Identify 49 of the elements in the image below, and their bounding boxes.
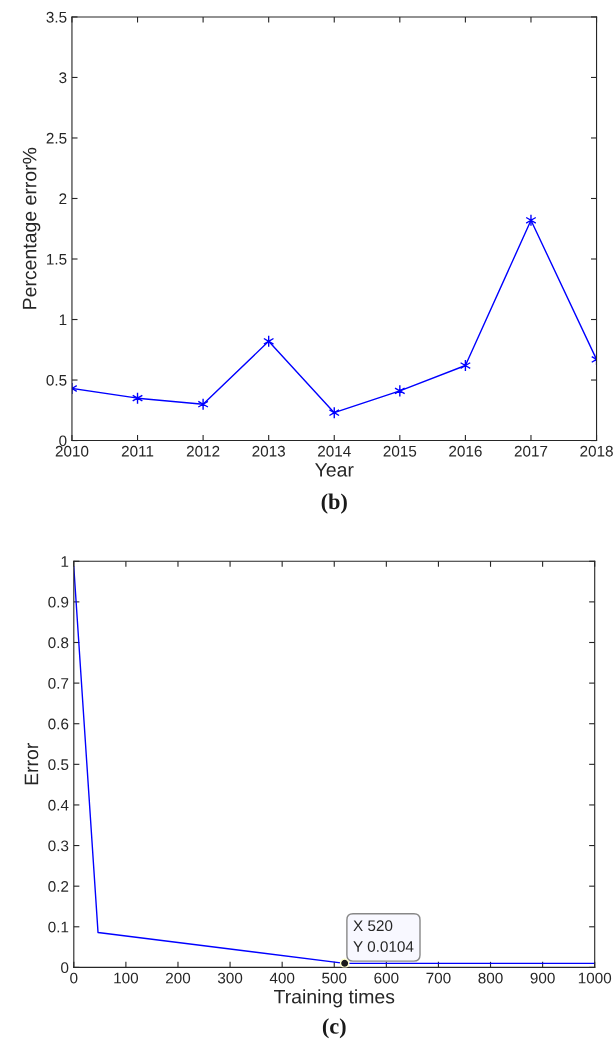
x-tick-label: 2012 — [186, 445, 220, 457]
x-tick-label: 300 — [217, 972, 243, 984]
x-tick-label: 700 — [426, 972, 451, 984]
x-axis-title: Year — [315, 463, 354, 477]
y-tick-label: 1.5 — [47, 254, 67, 265]
y-tick-label: 3 — [59, 72, 67, 84]
x-tick-label: 2015 — [383, 445, 417, 457]
x-tick-label: 400 — [269, 972, 295, 984]
x-tick-label: 2014 — [318, 445, 351, 457]
x-tick-label: 500 — [322, 972, 347, 984]
text: (c) — [322, 1018, 346, 1039]
y-tick-label: 1 — [61, 556, 69, 567]
x-tick-label: 2018 — [580, 445, 613, 457]
x-tick-label: 200 — [166, 972, 191, 984]
y-tick-label: 0.9 — [48, 596, 69, 608]
y-tick-label: 0.1 — [48, 921, 69, 933]
x-tick-label: 0 — [70, 972, 78, 984]
point — [394, 384, 406, 398]
x-tick-label: 900 — [530, 972, 555, 984]
x-tick-label: 2013 — [252, 445, 285, 457]
x-tick-label: 2010 — [55, 445, 89, 457]
y-axis-title: Percentage error% — [22, 147, 41, 309]
y-tick-label: 0.2 — [48, 881, 69, 892]
point — [525, 214, 537, 227]
y-tick-label: 0 — [61, 962, 69, 974]
y-tick-label: 0.6 — [48, 718, 69, 730]
x-tick-label: 1000 — [578, 972, 612, 984]
y-tick-label: 2 — [59, 193, 67, 205]
y-tick-label: 0 — [59, 435, 67, 447]
y-tick-label: 2.5 — [46, 132, 67, 144]
y-tick-label: 0.7 — [48, 677, 69, 689]
x-tick-label: 100 — [114, 972, 139, 984]
x-axis-title: Training times — [274, 989, 395, 1008]
x-tick-label: 2011 — [121, 445, 154, 457]
point — [197, 397, 209, 411]
y-tick-label: 0.8 — [48, 637, 69, 649]
y-axis-title: Error — [24, 743, 39, 785]
y-tick-label: 1 — [59, 314, 67, 326]
x-tick-label: 800 — [478, 972, 503, 984]
y-tick-label: 0.3 — [48, 840, 69, 852]
x-tick-label: 2017 — [514, 445, 548, 457]
y-tick-label: 0.4 — [48, 799, 69, 811]
y-tick-label: 0.5 — [46, 374, 67, 386]
annotation: X 520 Y 0.0104 — [353, 920, 414, 952]
x-tick-label: 2016 — [449, 445, 482, 457]
y-tick-label: 0.5 — [48, 759, 69, 771]
x-tick-label: 600 — [374, 972, 399, 984]
text: (b) — [321, 493, 347, 514]
y-tick-label: 3.5 — [46, 11, 67, 23]
